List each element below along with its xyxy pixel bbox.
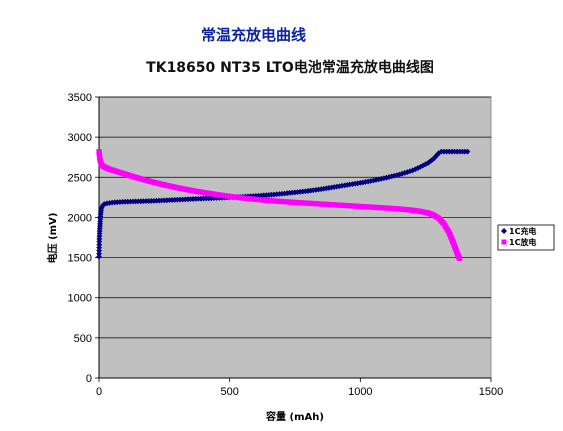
y-tick-label: 2500: [68, 172, 92, 184]
charge-point: [96, 247, 103, 254]
charge-point: [294, 189, 301, 195]
series-charge: [96, 148, 471, 260]
charge-point: [396, 171, 403, 178]
charge-point: [96, 244, 103, 251]
x-tick-label: 0: [96, 386, 102, 398]
y-axis-ticks: 0 500 1000 1500 2000 2500 3000 3500: [68, 92, 99, 385]
charge-point: [464, 148, 471, 155]
charge-point: [96, 250, 102, 257]
charge-point: [96, 253, 102, 260]
charge-point: [310, 187, 317, 194]
charge-point: [96, 241, 103, 248]
legend-label-discharge: 1C放电: [509, 237, 536, 247]
legend-label-charge: 1C充电: [509, 226, 536, 236]
series-layer: [96, 148, 471, 261]
charge-point: [427, 158, 433, 165]
charge-point: [417, 163, 424, 170]
y-tick-label: 3500: [68, 92, 92, 104]
charge-point: [292, 189, 298, 196]
charge-point: [362, 179, 369, 185]
charge-point: [380, 175, 387, 182]
charge-point: [109, 199, 115, 206]
discharge-point: [457, 255, 463, 261]
charge-point: [106, 200, 113, 206]
charge-point: [386, 174, 392, 180]
y-tick-label: 1000: [68, 293, 92, 305]
x-tick-label: 1500: [479, 386, 503, 398]
charge-point: [346, 181, 353, 188]
y-tick-label: 1500: [68, 253, 92, 265]
y-tick-label: 2000: [68, 212, 92, 224]
legend-marker-discharge: [501, 239, 507, 245]
charge-point: [98, 204, 105, 211]
legend: 1C充电 1C放电: [497, 224, 555, 251]
charge-point: [365, 178, 372, 185]
charge-point: [435, 150, 442, 157]
charge-point: [399, 170, 406, 177]
charge-point: [341, 182, 348, 189]
legend-marker-charge: [501, 228, 507, 234]
legend-entry-discharge: 1C放电: [501, 237, 536, 247]
y-axis-title: 电压 (mV): [46, 213, 59, 264]
charge-point: [383, 174, 390, 181]
chart-title: TK18650 NT35 LTO电池常温充放电曲线图: [146, 59, 434, 76]
plot-area: [98, 96, 492, 379]
charge-point: [333, 183, 340, 190]
y-tick-label: 500: [74, 333, 92, 345]
x-axis-ticks: 0 500 1000 1500: [96, 378, 503, 398]
x-tick-label: 500: [220, 386, 238, 398]
y-tick-label: 3000: [68, 132, 92, 144]
charge-point: [414, 165, 421, 171]
x-axis-title: 容量 (mAh): [265, 410, 324, 423]
series-discharge: [96, 148, 463, 261]
charge-point: [328, 184, 335, 191]
charge-point: [430, 155, 437, 162]
charge-point: [297, 188, 304, 195]
gridlines: [99, 96, 491, 339]
page-heading: 常温充放电曲线: [201, 26, 307, 44]
x-tick-label: 1000: [348, 386, 372, 398]
y-tick-label: 0: [86, 373, 92, 385]
legend-entry-charge: 1C充电: [501, 226, 536, 236]
charge-point: [307, 187, 314, 194]
legend-box: [497, 224, 555, 251]
charge-point: [326, 185, 332, 191]
charge-point: [344, 182, 351, 188]
charge-point: [103, 200, 110, 207]
